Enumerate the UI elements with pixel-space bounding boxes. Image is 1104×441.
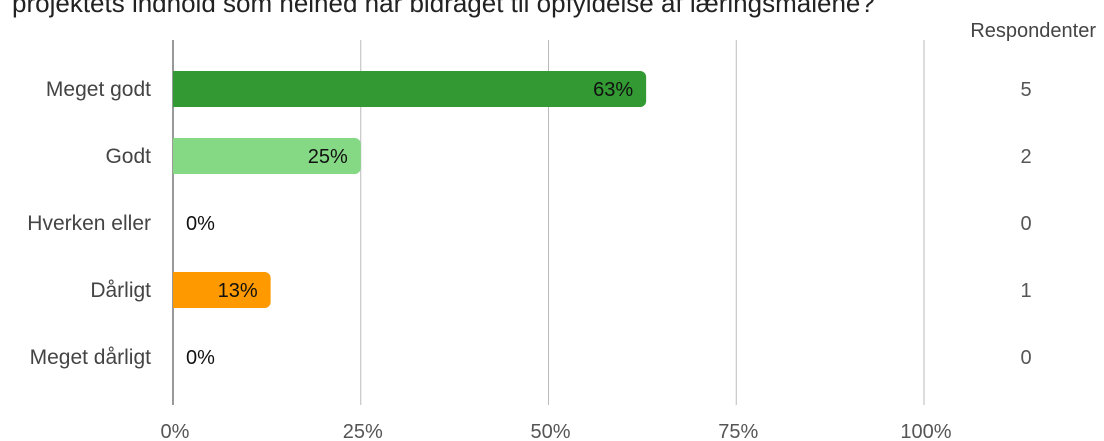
category-label: Meget godt bbox=[46, 78, 151, 101]
x-tick-label: 100% bbox=[900, 421, 951, 441]
category-label: Hverken eller bbox=[27, 212, 151, 235]
respondent-count: 2 bbox=[1020, 146, 1031, 168]
respondent-count: 5 bbox=[1020, 79, 1031, 101]
value-label: 0% bbox=[186, 213, 215, 235]
bar-edge bbox=[173, 138, 181, 174]
respondent-counts: 5 2 0 1 0 bbox=[1020, 79, 1031, 369]
category-label: Dårligt bbox=[90, 279, 151, 302]
value-label: 13% bbox=[218, 280, 258, 302]
respondent-count: 0 bbox=[1020, 213, 1031, 235]
x-tick-label: 50% bbox=[530, 421, 570, 441]
bar-edge bbox=[173, 71, 181, 107]
value-label: 63% bbox=[593, 79, 633, 101]
chart-title: projektets indhold som helhed har bidrag… bbox=[12, 0, 875, 18]
bar bbox=[173, 71, 647, 107]
bar bbox=[173, 138, 361, 174]
x-tick-label: 0% bbox=[161, 421, 190, 441]
respondent-count: 0 bbox=[1020, 347, 1031, 369]
x-tick-label: 75% bbox=[718, 421, 758, 441]
value-label: 0% bbox=[186, 347, 215, 369]
x-axis-ticks: 0% 25% 50% 75% 100% bbox=[161, 421, 952, 441]
bar bbox=[173, 272, 271, 308]
respondents-header: Respondenter bbox=[970, 20, 1096, 42]
category-labels: Meget godt Godt Hverken eller Dårligt Meget … bbox=[27, 78, 151, 369]
category-label: Godt bbox=[105, 145, 151, 168]
value-label: 25% bbox=[308, 146, 348, 168]
value-labels: 63% 25% 0% 13% 0% bbox=[186, 79, 633, 369]
bar-edge bbox=[173, 272, 181, 308]
respondent-count: 1 bbox=[1020, 280, 1031, 302]
category-label: Meget dårligt bbox=[30, 346, 152, 369]
bars bbox=[173, 71, 647, 308]
x-tick-label: 25% bbox=[343, 421, 383, 441]
